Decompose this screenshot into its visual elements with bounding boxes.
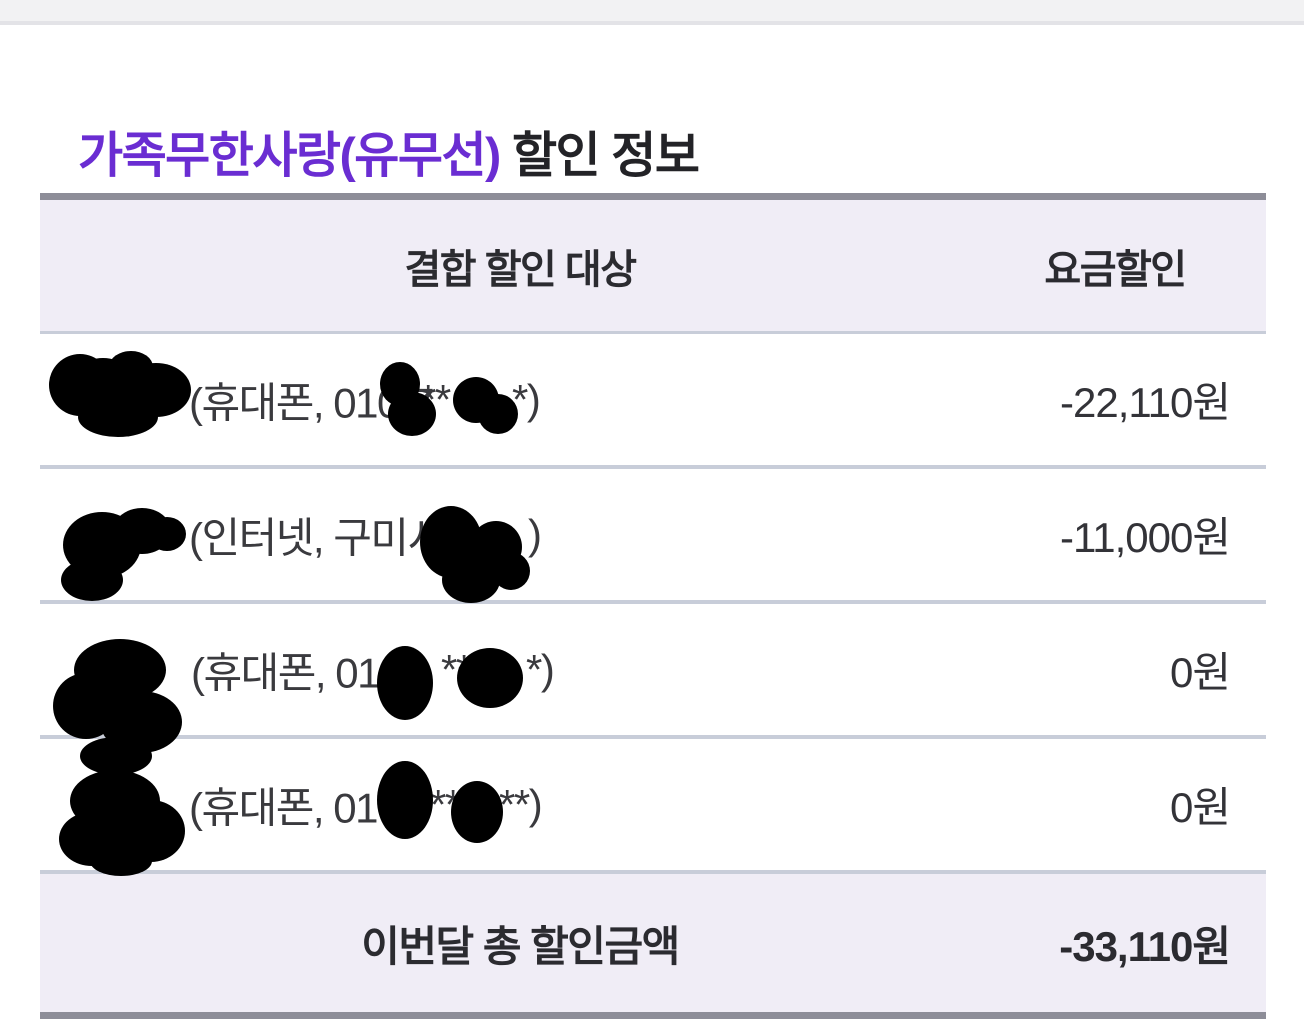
label-segment: (휴대폰, 010-7	[189, 379, 435, 426]
label-segment: *)	[512, 375, 541, 423]
label-segment: (휴대폰, 010-	[191, 649, 415, 696]
discount-table: 결합 할인 대상 요금할인 (휴대폰, 010-7 ** *) -22,110원…	[40, 193, 1266, 1019]
label-segment: )	[528, 510, 542, 558]
total-discount-value: -33,110원	[1059, 922, 1231, 970]
table-footer-row: 이번달 총 할인금액 -33,110원	[40, 874, 1266, 1019]
discount-value-cell: -11,000원	[1060, 514, 1231, 561]
top-app-bar	[0, 0, 1304, 25]
label-segment: **)	[499, 780, 543, 828]
table-row: (휴대폰, 010-7 ** *) -22,110원	[40, 334, 1266, 469]
table-row: (휴대폰, 010- ** **) 0원	[40, 739, 1266, 874]
discount-value-cell: -22,110원	[1060, 379, 1231, 426]
label-segment: (휴대폰, 010-	[189, 784, 413, 831]
table-row: (휴대폰, 010- ** *) 0원	[40, 604, 1266, 739]
label-segment: **	[430, 780, 461, 828]
label-segment: (인터넷, 구미시	[189, 514, 446, 561]
page-title-suffix: 할인 정보	[499, 128, 700, 183]
total-discount-label: 이번달 총 할인금액	[361, 922, 680, 970]
label-segment: *)	[526, 645, 555, 693]
label-segment: **	[420, 375, 451, 423]
col-header-fee-discount: 요금할인	[1044, 247, 1187, 292]
table-header-row: 결합 할인 대상 요금할인	[40, 193, 1266, 334]
page-title-product-name: 가족무한사랑(유무선)	[78, 128, 501, 183]
col-header-bundle-target: 결합 할인 대상	[404, 247, 637, 292]
bundle-target-cell: (인터넷, 구미시 )	[40, 469, 1000, 600]
table-row: (인터넷, 구미시 ) -11,000원	[40, 469, 1266, 604]
bundle-target-cell: (휴대폰, 010- ** **)	[40, 739, 1000, 870]
discount-value-cell: 0원	[1170, 784, 1231, 831]
label-segment: **	[441, 645, 472, 693]
discount-value-cell: 0원	[1170, 649, 1231, 696]
page-title: 가족무한사랑(유무선) 할인 정보	[78, 116, 700, 187]
bundle-target-cell: (휴대폰, 010- ** *)	[40, 604, 1000, 735]
bundle-target-cell: (휴대폰, 010-7 ** *)	[40, 334, 1000, 465]
